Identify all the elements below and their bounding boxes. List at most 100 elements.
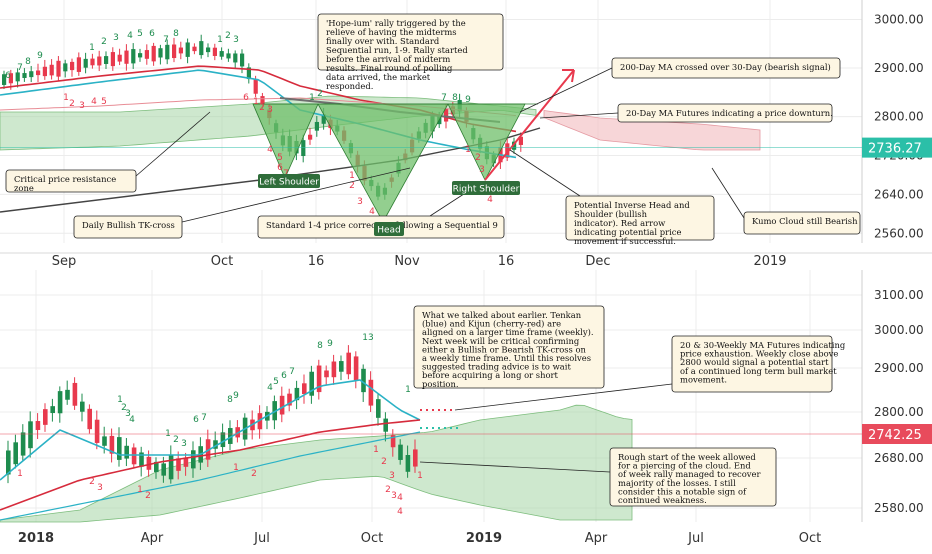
weekly-panel: 2580.00 2680.00 2800.00 2900.00 3000.00 3100.… — [0, 270, 932, 546]
weekly-candle — [109, 435, 115, 454]
weekly-candle — [65, 389, 70, 400]
daily-sequential-count: 3 — [267, 105, 273, 115]
weekly-sequential-count: 4 — [129, 415, 135, 425]
daily-candle — [97, 56, 102, 66]
weekly-candle — [331, 361, 337, 378]
daily-tenkan-line — [0, 69, 517, 159]
weekly-sequential-count: 3 — [391, 491, 397, 501]
daily-candle — [70, 61, 75, 71]
note-tk-cross-text: Daily Bullish TK-cross — [82, 220, 175, 230]
daily-sequential-count: 2 — [259, 103, 265, 113]
daily-candle — [165, 44, 170, 60]
projection-arrow — [484, 69, 575, 181]
note-inverse-hs-leader — [509, 149, 581, 197]
weekly-sequential-count: 13 — [362, 333, 373, 343]
daily-candle — [151, 45, 156, 62]
note-weekly-rough-start — [609, 447, 777, 507]
weekly-candle — [146, 456, 152, 470]
daily-candle — [8, 73, 13, 84]
note-20-day-ma-leader — [539, 112, 619, 119]
daily-candle — [83, 58, 88, 68]
daily-candle — [56, 60, 61, 77]
weekly-y-tick-label: 2900.00 — [874, 361, 924, 375]
weekly-candle — [168, 454, 174, 480]
weekly-sequential-count: 1 — [137, 485, 143, 495]
note-kumo-bearish-leader — [711, 167, 745, 219]
weekly-sequential-count: 6 — [281, 371, 287, 381]
weekly-sequential-count: 2 — [173, 435, 179, 445]
weekly-current-price: 2742.25 — [868, 428, 922, 443]
daily-panel: 2560.002640.002720.002800.002900.003000.… — [0, 0, 932, 269]
daily-sequential-count: 3 — [233, 35, 239, 45]
weekly-candle — [183, 457, 189, 467]
note-weekly-tenkan-kijun-text: What we talked about earlier. Tenkan (blu… — [422, 310, 594, 389]
weekly-candle — [35, 421, 41, 430]
daily-candle — [138, 53, 143, 58]
daily-candle — [308, 134, 313, 140]
weekly-sequential-count: 1 — [17, 469, 23, 479]
daily-sequential-count: 2 — [101, 37, 107, 47]
daily-candle — [226, 53, 231, 59]
note-kumo-bearish — [743, 211, 861, 235]
note-resistance-zone — [5, 169, 137, 193]
daily-sequential-count: 6 — [243, 93, 249, 103]
daily-candle — [240, 53, 245, 67]
daily-sequential-count: 1 — [217, 35, 223, 45]
weekly-candle — [131, 447, 137, 465]
weekly-candle — [139, 452, 144, 467]
daily-candle — [49, 64, 54, 76]
daily-candle — [505, 143, 510, 158]
daily-sequential-count: 8 — [25, 57, 31, 67]
right-shoulder-label-pill — [452, 181, 520, 195]
weekly-candle — [102, 436, 107, 446]
daily-sequential-count: 7 — [163, 35, 169, 45]
daily-candle — [512, 141, 517, 150]
daily-sequential-count: 2 — [225, 31, 231, 41]
weekly-candle — [20, 432, 26, 456]
daily-sequential-count: 6 — [277, 163, 283, 173]
daily-sequential-count: 5 — [101, 97, 107, 107]
daily-candle — [301, 140, 306, 157]
daily-y-tick-label: 2800.00 — [874, 110, 924, 124]
daily-sequential-count: 2 — [349, 181, 355, 191]
weekly-candle — [316, 365, 322, 393]
daily-candle — [246, 67, 251, 80]
note-weekly-tenkan-kijun — [413, 305, 605, 389]
daily-candle — [321, 114, 326, 124]
weekly-x-tick-label: Apr — [141, 531, 164, 546]
daily-sequential-count: 2 — [69, 99, 75, 109]
weekly-candle — [405, 455, 411, 472]
weekly-candle — [302, 383, 307, 395]
daily-sequential-count: 4 — [267, 145, 273, 155]
weekly-sequential-count: 9 — [233, 391, 239, 401]
daily-price-badge — [862, 137, 932, 158]
daily-sequential-count: 2 — [317, 89, 323, 99]
daily-x-tick-label: 16 — [498, 254, 515, 269]
note-weekly-ma-futures — [671, 335, 833, 393]
daily-sequential-count: 1 — [89, 43, 95, 53]
weekly-sequential-count: 2 — [385, 485, 391, 495]
daily-sequential-count: 9 — [465, 95, 471, 105]
daily-x-tick-label: 16 — [308, 254, 325, 269]
weekly-candle — [43, 409, 48, 425]
daily-sequential-count: 7 — [441, 93, 447, 103]
daily-candle — [22, 73, 27, 78]
daily-sequential-count: 4 — [127, 31, 133, 41]
note-20-day-ma-text: 20-Day MA Futures indicating a price dow… — [626, 108, 833, 118]
weekly-sequential-count: 5 — [273, 377, 279, 387]
weekly-sequential-count: 2 — [121, 403, 127, 413]
weekly-price-badge — [862, 424, 932, 444]
note-tk-cross-leader — [181, 167, 411, 223]
weekly-candle — [57, 391, 63, 414]
weekly-sequential-count: 2 — [381, 457, 387, 467]
daily-sequential-count: 9 — [37, 51, 43, 61]
daily-candle — [110, 52, 115, 67]
daily-sequential-count: 4 — [369, 207, 375, 217]
weekly-candle — [87, 408, 92, 430]
daily-sequential-count: 4 — [91, 97, 97, 107]
weekly-candle — [124, 445, 129, 459]
weekly-candle — [398, 444, 403, 460]
weekly-candle — [176, 458, 181, 471]
daily-candle — [172, 44, 177, 59]
daily-sequential-count: 3 — [79, 101, 85, 111]
